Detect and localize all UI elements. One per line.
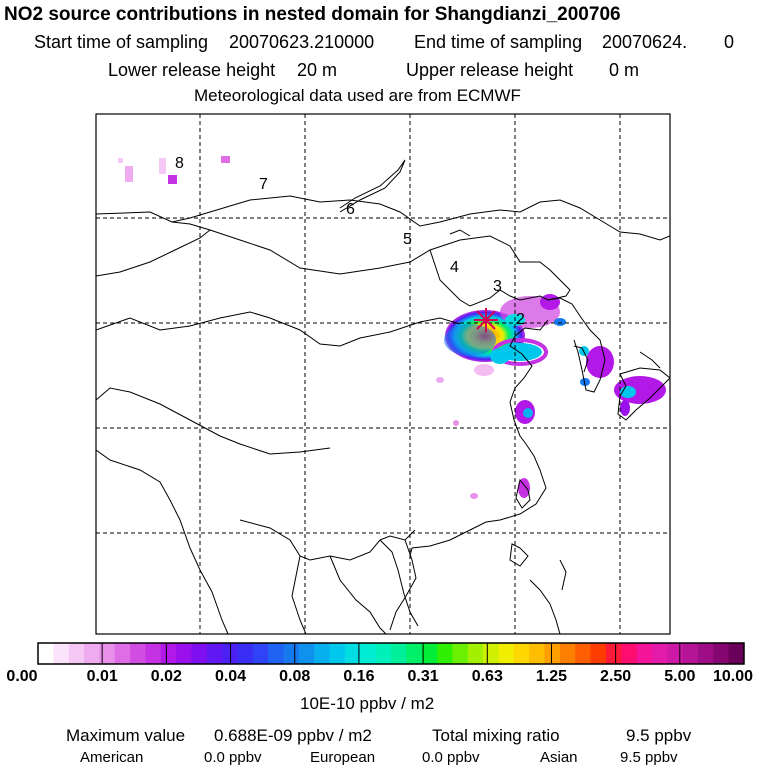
colorbar-swatch (252, 643, 269, 664)
colorbar-tick-label: 0.00 (6, 668, 38, 685)
colorbar-swatch (298, 643, 315, 664)
colorbar-unit: 10E-10 ppbv / m2 (300, 694, 435, 713)
lower-release-label: Lower release height (108, 60, 276, 80)
region-name: American (80, 749, 144, 766)
colorbar-swatch (314, 643, 331, 664)
meteorological-note: Meteorological data used are from ECMWF (194, 86, 521, 105)
colorbar-swatch (360, 643, 377, 664)
colorbar-tick-label: 1.25 (535, 668, 568, 685)
colorbar-tick-label: 0.01 (86, 668, 118, 685)
colorbar-frame (37, 642, 745, 665)
trajectory-marker: 7 (259, 176, 268, 193)
coastlines-borders (96, 159, 670, 634)
colorbar-swatch (145, 643, 162, 664)
colorbar-tick-label: 0.31 (407, 668, 439, 685)
colorbar-swatch (391, 643, 407, 664)
colorbar-tick-label: 0.04 (214, 668, 247, 685)
colorbar-swatch (38, 643, 54, 664)
colorbar-swatch (621, 643, 638, 664)
region-value: 0.0 ppbv (204, 749, 262, 766)
trajectory-marker: 4 (450, 259, 459, 276)
plot-title: NO2 source contributions in nested domai… (4, 4, 621, 25)
start-time-value: 20070623.210000 (229, 32, 375, 52)
colorbar-swatch (84, 643, 100, 664)
total-mixing-label: Total mixing ratio (432, 726, 560, 745)
map-panel (96, 114, 670, 634)
colorbar-swatch (728, 643, 745, 664)
region-value: 0.0 ppbv (422, 749, 480, 766)
lower-release-value: 20 m (297, 60, 338, 80)
colorbar-swatch (68, 643, 85, 664)
colorbar-tick-label: 0.16 (343, 668, 375, 685)
colorbar-tick-label: 0.08 (279, 668, 311, 685)
region-name: European (310, 749, 376, 766)
colorbar-tick-label: 2.50 (600, 668, 632, 685)
end-time-label: End time of sampling (414, 32, 583, 52)
trajectory-marker: 3 (493, 278, 502, 295)
start-time-label: Start time of sampling (34, 32, 209, 52)
colorbar (38, 643, 745, 664)
colorbar-swatch (237, 643, 254, 664)
trajectory-marker: 8 (175, 155, 184, 172)
total-mixing-value: 9.5 ppbv (626, 726, 692, 745)
colorbar-swatch (713, 643, 730, 664)
colorbar-swatch (99, 643, 116, 664)
trajectory-marker: 2 (516, 311, 525, 328)
colorbar-swatch (651, 643, 668, 664)
colorbar-swatch (329, 643, 346, 664)
upper-release-value: 0 m (609, 60, 640, 80)
colorbar-swatch (406, 643, 423, 664)
upper-release-label: Upper release height (406, 60, 574, 80)
colorbar-swatch (375, 643, 392, 664)
end-time-extra: 0 (724, 32, 735, 52)
colorbar-swatch (344, 643, 361, 664)
colorbar-tick-label: 0.63 (471, 668, 503, 685)
map-frame (95, 113, 671, 635)
colorbar-swatch (483, 643, 499, 664)
colorbar-swatch (667, 643, 684, 664)
colorbar-swatch (575, 643, 592, 664)
colorbar-swatch (467, 643, 484, 664)
trajectory-marker: 5 (403, 231, 412, 248)
trajectory-markers: 8 7 6 5 4 3 2 (175, 155, 525, 328)
colorbar-swatch (191, 643, 208, 664)
colorbar-swatch (605, 643, 622, 664)
colorbar-swatch (176, 643, 192, 664)
colorbar-swatch (160, 643, 177, 664)
colorbar-swatch (114, 643, 131, 664)
colorbar-tick-label: 0.02 (150, 668, 182, 685)
max-value: 0.688E-09 ppbv / m2 (214, 726, 372, 745)
colorbar-swatch (421, 643, 438, 664)
colorbar-swatch (513, 643, 530, 664)
end-time-value: 20070624. (602, 32, 688, 52)
region-value: 9.5 ppbv (620, 749, 678, 766)
colorbar-swatch (206, 643, 223, 664)
colorbar-swatch (697, 643, 714, 664)
colorbar-swatch (529, 643, 545, 664)
colorbar-swatch (636, 643, 653, 664)
colorbar-swatch (498, 643, 515, 664)
colorbar-swatch (53, 643, 70, 664)
lat-lon-grid (96, 114, 670, 634)
colorbar-swatch (590, 643, 607, 664)
colorbar-swatch (544, 643, 561, 664)
colorbar-swatch (130, 643, 146, 664)
colorbar-tick-label: 5.00 (664, 668, 696, 685)
station-marker (474, 308, 498, 332)
colorbar-swatch (437, 643, 453, 664)
colorbar-swatch (283, 643, 300, 664)
colorbar-swatch (452, 643, 469, 664)
colorbar-swatch (559, 643, 576, 664)
max-value-label: Maximum value (66, 726, 186, 745)
colorbar-swatch (682, 643, 699, 664)
trajectory-marker: 6 (346, 201, 355, 218)
colorbar-swatch (268, 643, 285, 664)
colorbar-tick-label: 10.00 (712, 668, 754, 685)
region-name: Asian (540, 749, 578, 766)
